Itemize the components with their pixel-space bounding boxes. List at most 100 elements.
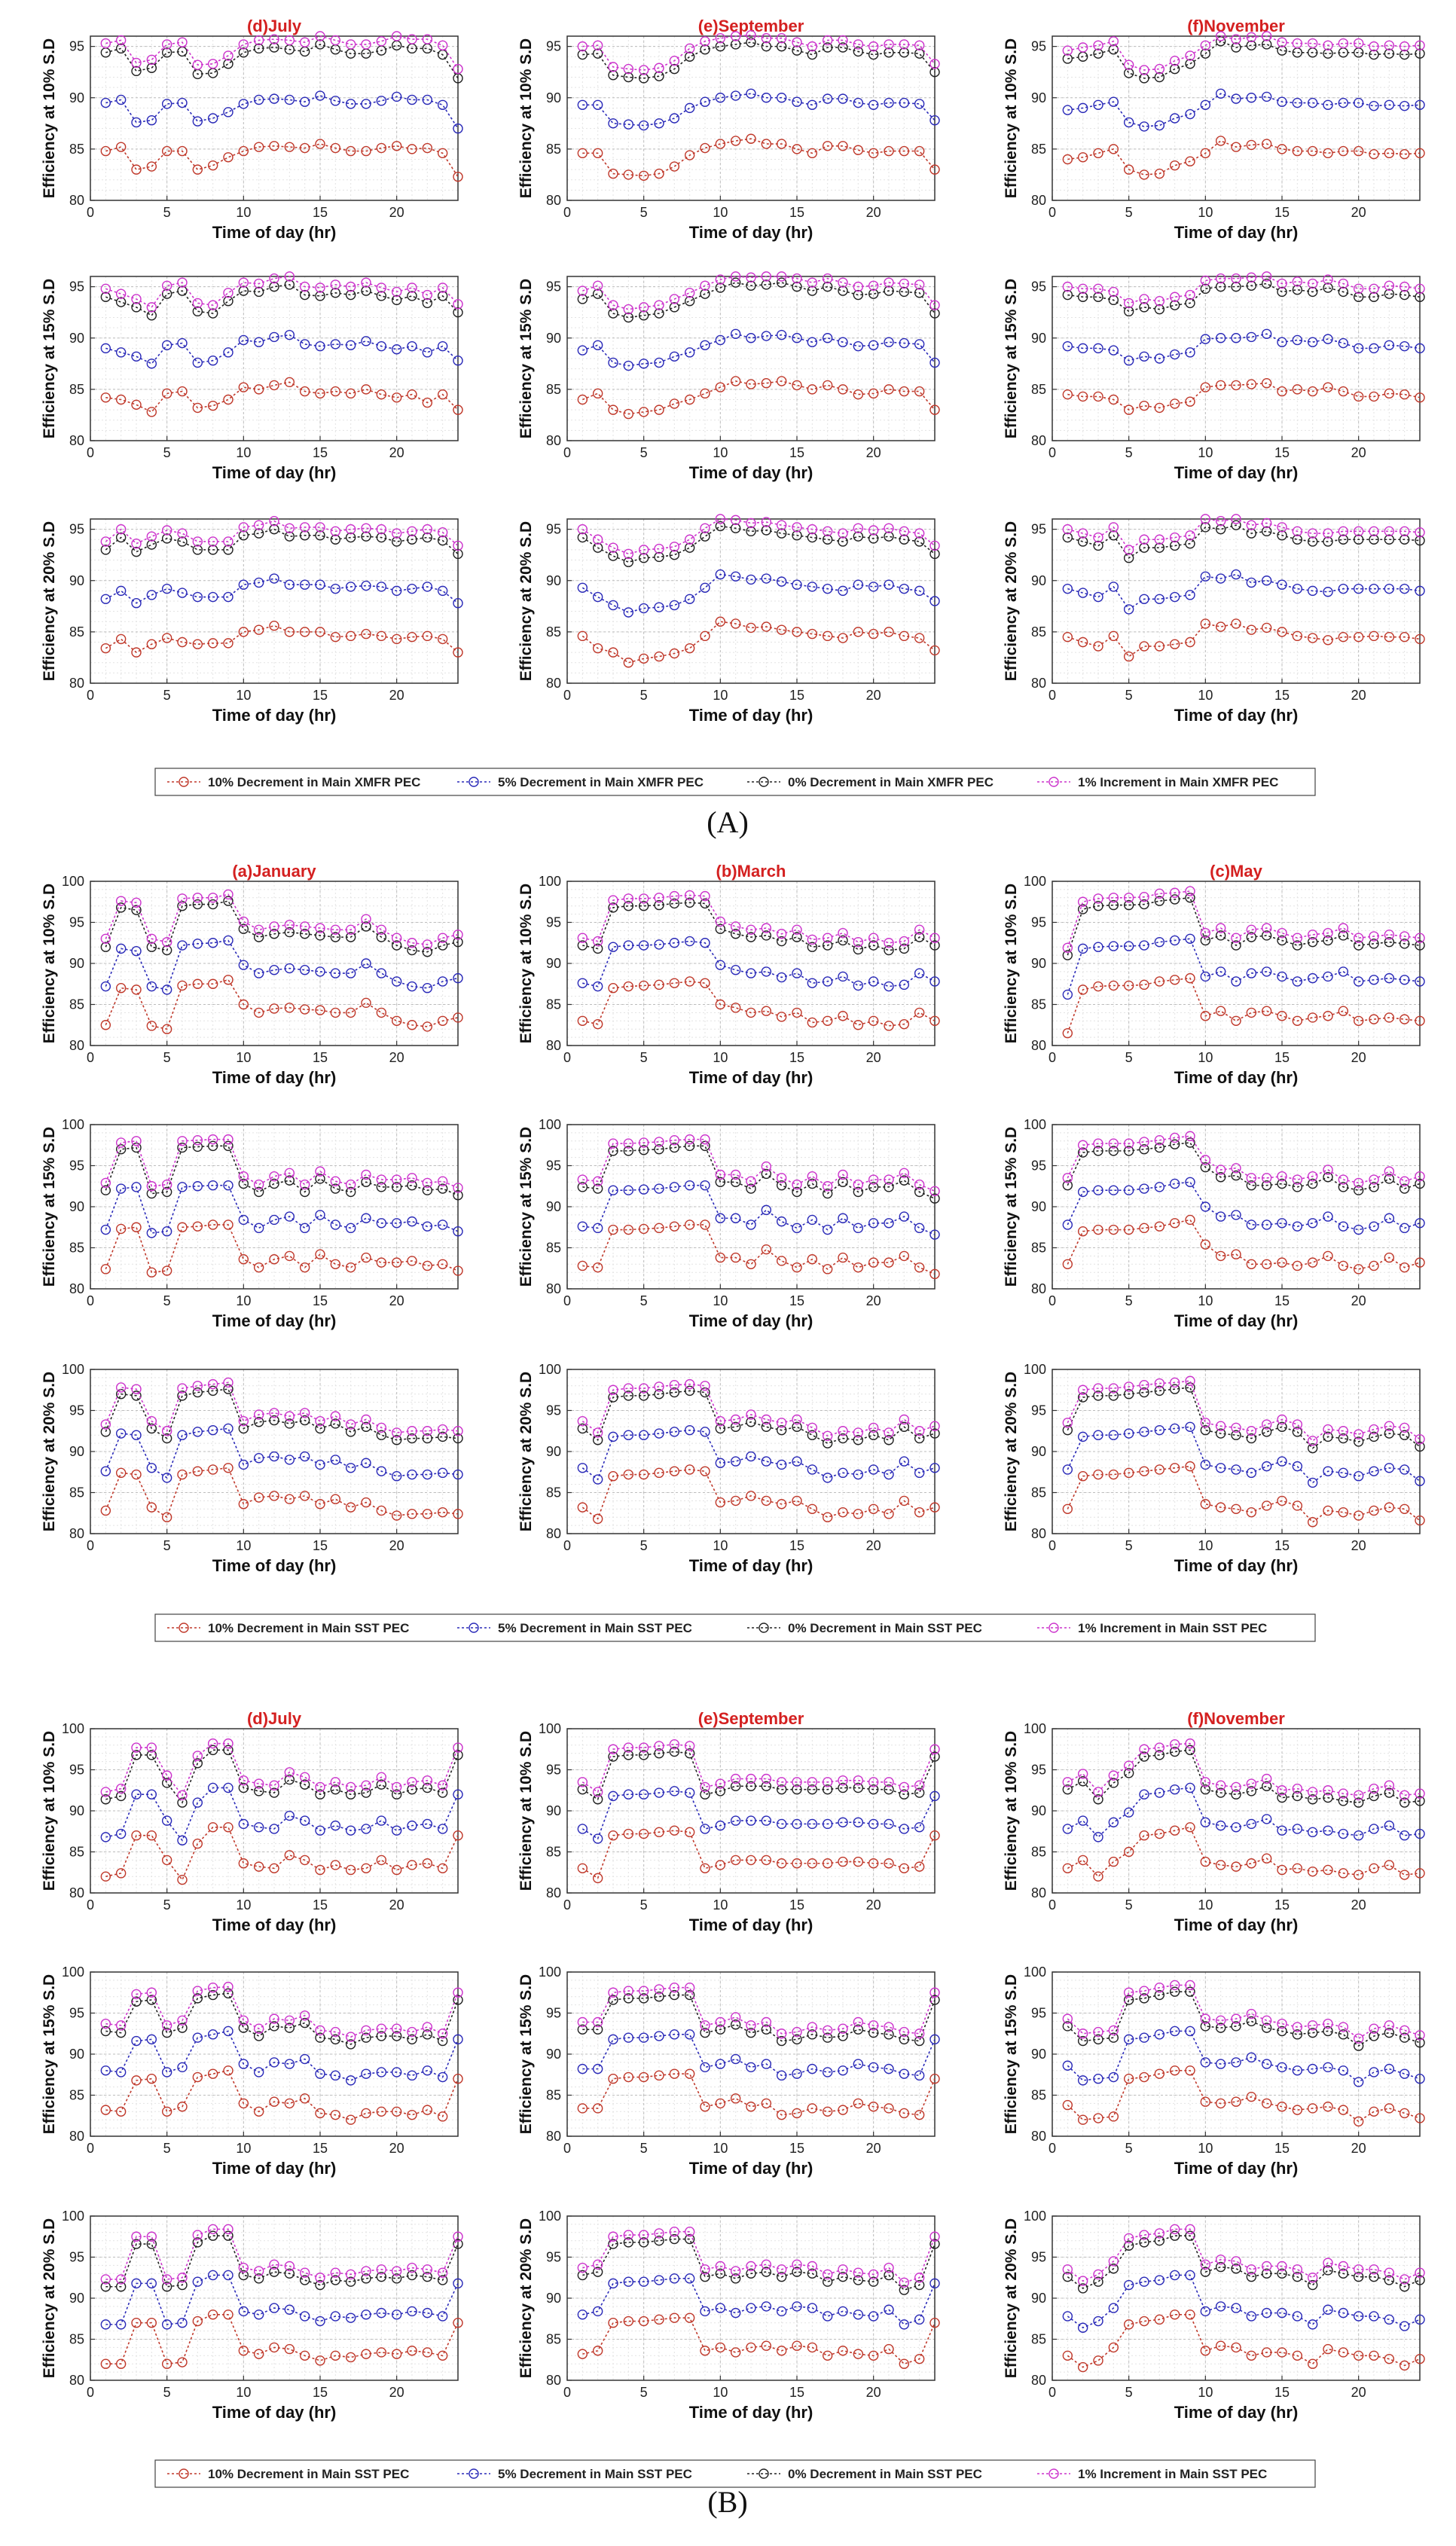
data-point	[345, 1864, 356, 1876]
data-point	[253, 924, 264, 936]
data-point	[1139, 351, 1149, 362]
data-point	[807, 337, 818, 347]
data-point	[929, 1790, 940, 1802]
y-tick-label: 80	[546, 1281, 561, 1296]
data-point	[1185, 1738, 1195, 1749]
data-point	[654, 939, 664, 950]
data-point	[345, 388, 356, 399]
data-point	[1108, 1146, 1119, 1156]
data-point	[1139, 1830, 1149, 1841]
data-point	[131, 117, 142, 128]
data-point	[577, 582, 588, 593]
data-point	[146, 310, 157, 321]
data-point	[330, 2350, 341, 2361]
data-point	[914, 339, 925, 350]
data-point	[192, 639, 203, 649]
data-point	[1353, 940, 1364, 951]
data-point	[1077, 2361, 1088, 2373]
data-point	[284, 329, 295, 340]
data-point	[929, 1502, 940, 1513]
data-point	[715, 93, 726, 103]
data-point	[929, 1995, 940, 2005]
data-point	[853, 389, 864, 400]
x-tick-label: 20	[866, 1897, 881, 1913]
data-point	[715, 2059, 726, 2069]
y-tick-label: 80	[546, 433, 561, 448]
data-point	[100, 933, 111, 945]
axes-frame	[90, 35, 459, 201]
data-point	[407, 2270, 417, 2281]
data-point	[115, 43, 127, 54]
data-point	[929, 1015, 940, 1027]
data-point	[1185, 933, 1195, 945]
y-axis-label: Efficiency at 15% S.D	[41, 1127, 58, 1287]
data-point	[592, 1176, 603, 1186]
data-point	[807, 2103, 818, 2114]
data-point	[407, 1216, 417, 1227]
data-point	[838, 141, 848, 151]
x-tick-label: 15	[1274, 2385, 1290, 2400]
data-point	[453, 540, 463, 551]
data-point	[453, 1987, 463, 1998]
data-point	[776, 576, 787, 587]
chart-title: (c)May	[1210, 862, 1262, 881]
data-point	[1123, 1185, 1134, 1195]
data-point	[315, 1005, 325, 1015]
data-point	[746, 2303, 756, 2313]
data-point	[792, 2301, 802, 2312]
series-line	[105, 284, 459, 316]
data-point	[1062, 1824, 1073, 1834]
x-tick-label: 5	[640, 1293, 648, 1308]
legend-label: 0% Decrement in Main SST PEC	[788, 2467, 982, 2481]
data-point	[146, 531, 157, 542]
data-point	[100, 981, 111, 992]
data-point	[269, 621, 279, 631]
data-point	[407, 2262, 417, 2273]
data-point	[638, 1223, 649, 1235]
data-point	[1369, 534, 1379, 545]
data-point	[1108, 144, 1119, 154]
x-tick-label: 5	[640, 688, 648, 703]
data-point	[161, 1226, 172, 1237]
data-point	[792, 2267, 802, 2277]
y-tick-label: 95	[546, 2006, 561, 2021]
data-point	[868, 1182, 879, 1192]
y-tick-label: 95	[69, 522, 84, 537]
data-point	[1399, 2108, 1410, 2119]
data-point	[177, 2015, 188, 2026]
data-point	[1292, 334, 1303, 346]
data-point	[207, 1220, 218, 1230]
data-point	[330, 968, 341, 978]
data-point	[638, 73, 649, 84]
data-point	[1215, 621, 1226, 632]
data-point	[776, 1459, 787, 1470]
data-point	[669, 1221, 680, 1232]
data-point	[730, 1213, 741, 1223]
data-point	[700, 1824, 710, 1834]
data-point	[315, 579, 325, 590]
data-point	[1369, 1863, 1379, 1874]
y-tick-label: 95	[69, 1403, 84, 1418]
data-point	[715, 2098, 726, 2109]
data-point	[100, 545, 111, 555]
data-point	[422, 524, 433, 535]
data-point	[899, 943, 910, 954]
data-point	[100, 2105, 111, 2115]
data-point	[1353, 1264, 1364, 1275]
data-point	[746, 2261, 756, 2272]
x-axis-label: Time of day (hr)	[689, 223, 813, 242]
data-point	[376, 630, 387, 642]
data-point	[914, 2353, 925, 2364]
data-point	[315, 1166, 325, 1177]
data-point	[146, 2231, 157, 2242]
data-point	[161, 2020, 172, 2031]
data-point	[1277, 1825, 1287, 1836]
data-point	[223, 896, 234, 906]
data-point	[284, 2098, 295, 2109]
data-point	[1154, 353, 1165, 364]
data-point	[1246, 1173, 1257, 1183]
data-point	[654, 979, 664, 991]
data-point	[1384, 40, 1395, 50]
legend-swatch-marker	[469, 1623, 479, 1633]
